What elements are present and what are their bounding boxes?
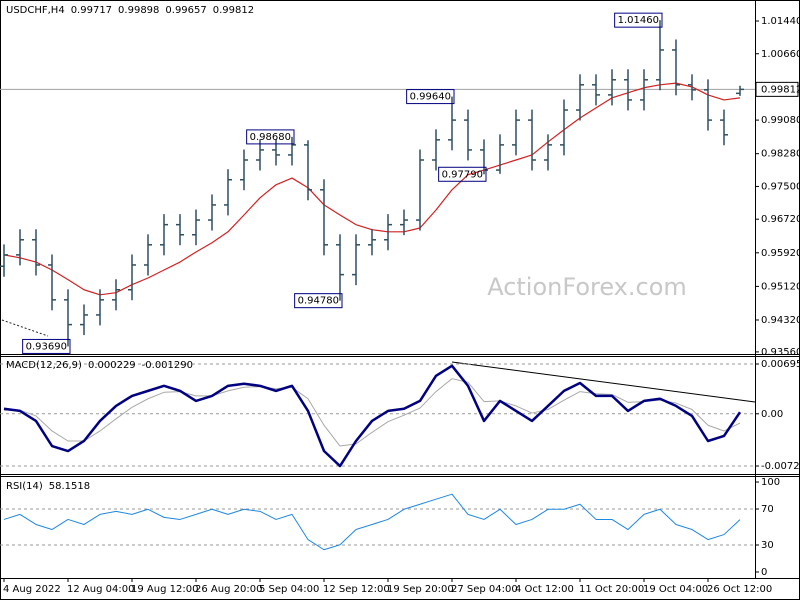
header-value: -0.001290 (142, 360, 193, 371)
price-annotation: 0.93690 (26, 341, 67, 352)
rsi-line (3, 493, 741, 551)
price-annotation: 0.98680 (250, 132, 291, 143)
header-value: 0.99812 (213, 5, 254, 16)
y-tick-label: 0.006954 (761, 359, 800, 370)
x-tick-label: 27 Sep 04:00 (451, 584, 518, 595)
x-tick-label: 19 Aug 12:00 (131, 584, 198, 595)
x-tick-label: 12 Sep 12:00 (323, 584, 390, 595)
y-tick-label: 100 (761, 477, 780, 488)
x-tick-label: 26 Oct 12:00 (707, 584, 772, 595)
y-tick-label: 0.95920 (761, 248, 800, 259)
x-tick-label: 11 Oct 20:00 (579, 584, 644, 595)
y-tick-label: 0.96720 (761, 214, 800, 225)
price-annotation: 1.01460 (618, 15, 659, 26)
price-annotation: 0.99640 (410, 92, 451, 103)
y-tick-label: 0.94320 (761, 315, 800, 326)
current-price-label: 0.99812 (761, 84, 800, 95)
price-annotation: 0.97790 (442, 169, 483, 180)
x-tick-label: 5 Sep 04:00 (259, 584, 319, 595)
panel-title: MACD(12,26,9) (6, 360, 82, 371)
annotation-box (22, 338, 71, 354)
x-tick-label: 12 Aug 04:00 (67, 584, 134, 595)
annotation-box (294, 293, 343, 309)
x-tick-label: 19 Oct 04:00 (643, 584, 708, 595)
x-tick-label: 26 Aug 20:00 (195, 584, 262, 595)
y-tick-label: 0.95120 (761, 281, 800, 292)
y-tick-label: 1.00660 (761, 49, 800, 60)
header-value: 0.99717 (71, 5, 112, 16)
y-tick-label: 70 (761, 504, 774, 515)
annotation-box (614, 12, 663, 28)
header-value: 58.1518 (49, 481, 90, 492)
y-tick-label: -0.007294 (761, 461, 800, 472)
trend-line (1, 319, 49, 337)
header-value: 0.99898 (118, 5, 159, 16)
y-tick-label: 0.99080 (761, 115, 800, 126)
header-value: 0.99657 (165, 5, 206, 16)
y-tick-label: 1.01440 (761, 16, 800, 27)
y-tick-label: 0.00 (761, 409, 783, 420)
price-annotation: 0.94780 (298, 296, 339, 307)
x-tick-label: 4 Oct 12:00 (515, 584, 574, 595)
panel-title: RSI(14) (6, 481, 43, 492)
y-tick-label: 0 (761, 567, 767, 578)
annotation-box (246, 129, 295, 145)
y-tick-label: 0.93560 (761, 347, 800, 358)
y-tick-label: 0.98280 (761, 149, 800, 160)
header-value: 0.000229 (88, 360, 136, 371)
panel-title: USDCHF,H4 (6, 5, 65, 16)
x-tick-label: 19 Sep 20:00 (387, 584, 454, 595)
current-price-box (755, 81, 799, 97)
y-tick-label: 0.97500 (761, 181, 800, 192)
y-tick-label: 30 (761, 540, 774, 551)
annotation-box (406, 89, 455, 105)
annotation-box (438, 166, 487, 182)
signal-line (4, 378, 741, 447)
x-tick-label: 4 Aug 2022 (3, 584, 61, 595)
trend-line (451, 361, 756, 403)
macd-line (3, 364, 742, 468)
watermark: ActionForex.com (487, 273, 687, 301)
